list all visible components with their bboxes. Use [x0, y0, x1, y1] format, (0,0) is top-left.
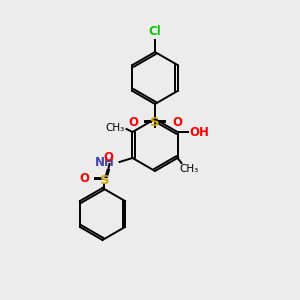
- Text: O: O: [128, 116, 138, 128]
- Text: CH₃: CH₃: [105, 123, 124, 133]
- Text: O: O: [103, 151, 113, 164]
- Text: S: S: [100, 173, 109, 187]
- Text: O: O: [80, 172, 89, 184]
- Text: OH: OH: [190, 125, 209, 139]
- Text: O: O: [172, 116, 182, 128]
- Text: CH₃: CH₃: [179, 164, 199, 174]
- Text: S: S: [150, 116, 160, 128]
- Text: NH: NH: [94, 155, 115, 169]
- Text: Cl: Cl: [148, 25, 161, 38]
